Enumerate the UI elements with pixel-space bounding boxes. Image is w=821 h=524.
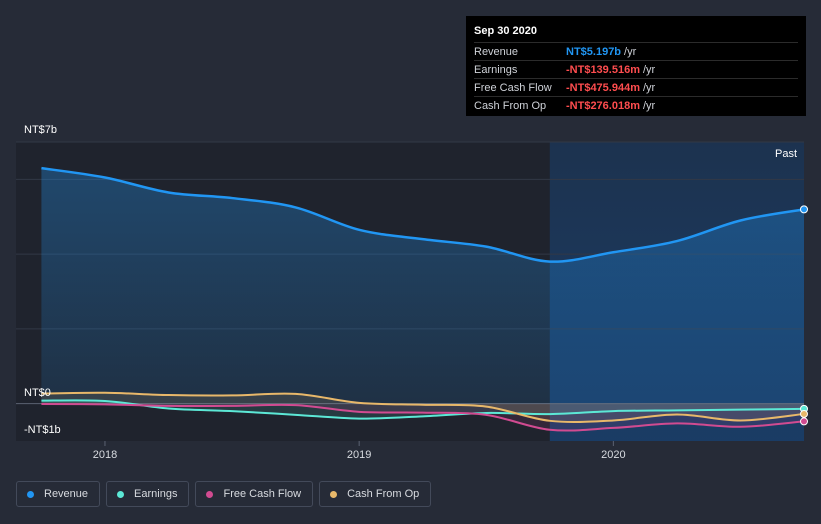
- y-label-top: NT$7b: [24, 124, 57, 136]
- data-tooltip: Sep 30 2020 Revenue NT$5.197b /yr Earnin…: [466, 16, 806, 116]
- past-label: Past: [775, 148, 797, 160]
- series-line-revenue: [41, 166, 805, 263]
- series-line-cash-from-op: [41, 391, 805, 423]
- tooltip-unit: /yr: [643, 63, 656, 76]
- tooltip-label: Revenue: [474, 45, 519, 58]
- tooltip-label: Earnings: [474, 63, 518, 76]
- tooltip-unit: /yr: [624, 45, 637, 58]
- chart-legend: Revenue Earnings Free Cash Flow Cash Fro…: [16, 481, 432, 507]
- legend-item-free-cash-flow[interactable]: Free Cash Flow: [195, 481, 314, 507]
- y-label-zero: NT$0: [24, 387, 51, 399]
- legend-dot-icon: [330, 490, 338, 498]
- legend-item-earnings[interactable]: Earnings: [106, 481, 190, 507]
- tooltip-row-earnings: Earnings -NT$139.516m /yr: [474, 60, 798, 78]
- series-endpoint-cash-from-op: [800, 409, 808, 418]
- x-tick-label: 2020: [601, 449, 625, 461]
- legend-item-revenue[interactable]: Revenue: [16, 481, 101, 507]
- tooltip-unit: /yr: [643, 81, 656, 94]
- y-label-bottom: -NT$1b: [24, 424, 61, 436]
- tooltip-value: NT$5.197b: [566, 45, 622, 58]
- series-endpoint-free-cash-flow: [800, 417, 808, 426]
- tooltip-row-free-cash-flow: Free Cash Flow -NT$475.944m /yr: [474, 78, 798, 96]
- legend-label: Cash From Op: [347, 488, 420, 500]
- tooltip-value: -NT$276.018m: [566, 99, 640, 112]
- tooltip-unit: /yr: [643, 99, 656, 112]
- legend-dot-icon: [27, 490, 34, 498]
- tooltip-row-cash-from-op: Cash From Op -NT$276.018m /yr: [474, 96, 798, 114]
- series-line-free-cash-flow: [41, 402, 805, 432]
- series-area-cash-from-op: [41, 392, 804, 422]
- legend-label: Free Cash Flow: [223, 488, 302, 500]
- tooltip-row-revenue: Revenue NT$5.197b /yr: [474, 42, 798, 60]
- x-tick-label: 2018: [93, 449, 117, 461]
- series-line-earnings: [41, 399, 805, 420]
- legend-label: Revenue: [44, 488, 89, 500]
- legend-item-cash-from-op[interactable]: Cash From Op: [319, 481, 432, 507]
- x-tick-label: 2019: [347, 449, 371, 461]
- legend-label: Earnings: [134, 488, 178, 500]
- tooltip-label: Free Cash Flow: [474, 81, 552, 94]
- series-endpoint-revenue: [800, 205, 808, 214]
- tooltip-label: Cash From Op: [474, 99, 547, 112]
- chart-canvas: NT$7b NT$0 -NT$1b Past 2018 2019 2020: [16, 124, 808, 461]
- legend-dot-icon: [117, 490, 125, 498]
- series-area-revenue: [41, 168, 804, 404]
- tooltip-value: -NT$139.516m: [566, 63, 640, 76]
- tooltip-date: Sep 30 2020: [474, 25, 537, 37]
- tooltip-value: -NT$475.944m: [566, 81, 640, 94]
- legend-dot-icon: [206, 490, 214, 498]
